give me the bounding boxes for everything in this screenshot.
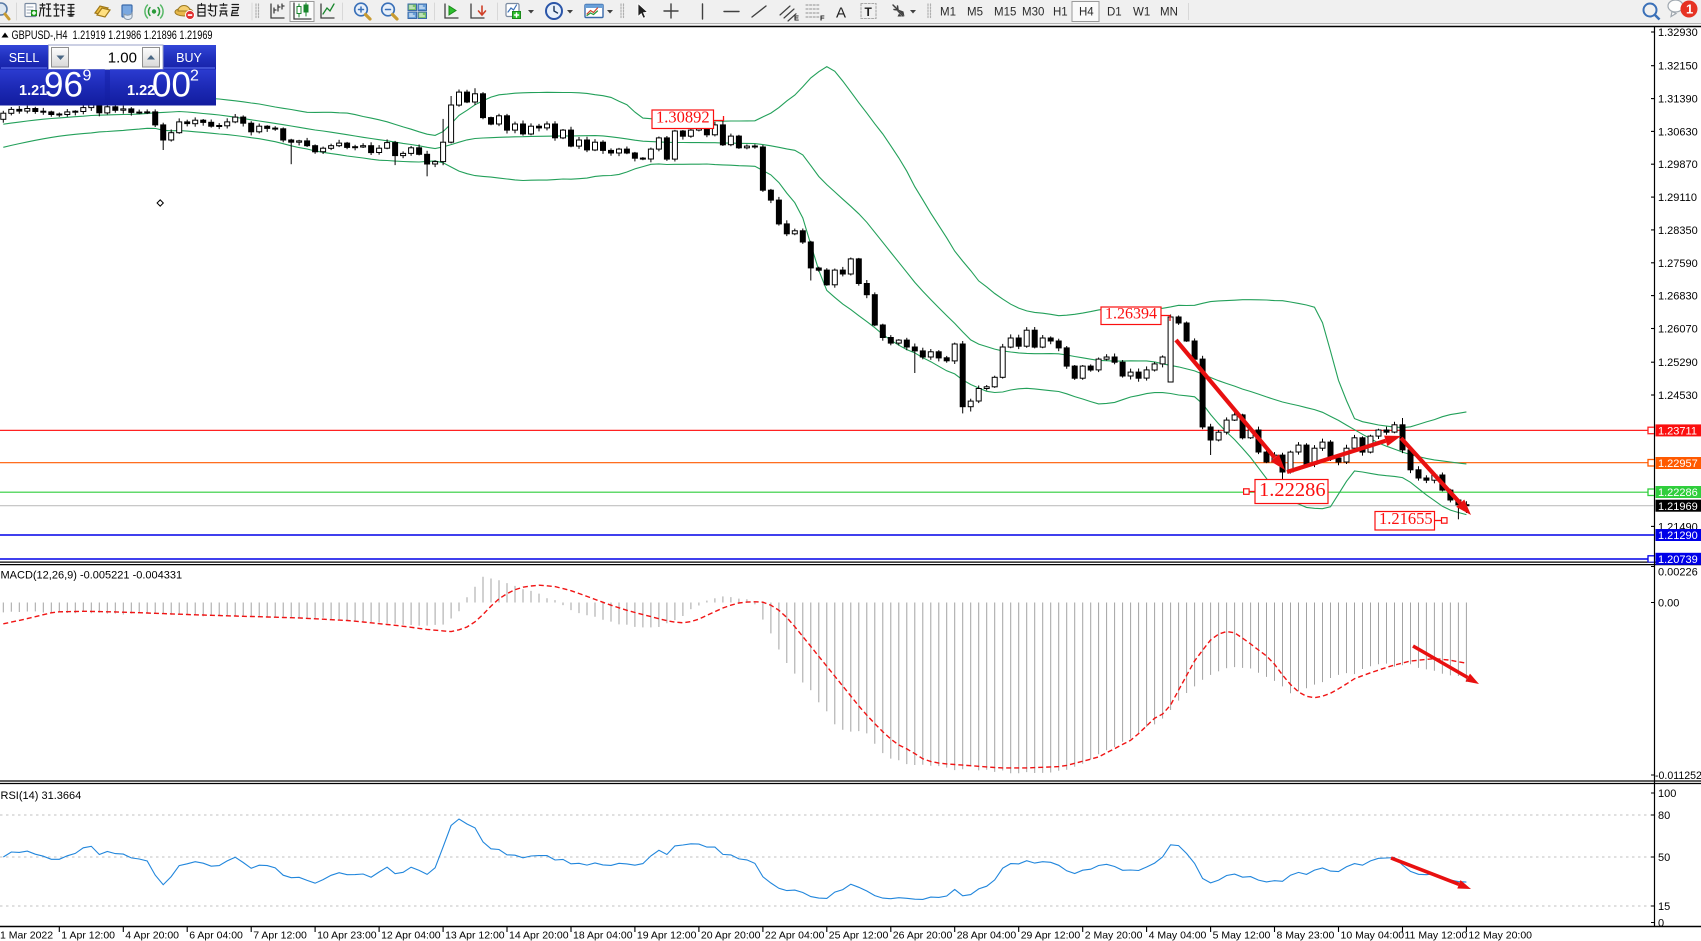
- svg-text:7 Apr 12:00: 7 Apr 12:00: [253, 930, 307, 941]
- svg-text:20 Apr 20:00: 20 Apr 20:00: [701, 930, 761, 941]
- svg-text:M15: M15: [994, 7, 1016, 19]
- svg-text:12 Apr 04:00: 12 Apr 04:00: [381, 930, 441, 941]
- svg-text:1.24530: 1.24530: [1658, 390, 1698, 402]
- svg-text:1.25290: 1.25290: [1658, 357, 1698, 369]
- svg-text:4 Apr 20:00: 4 Apr 20:00: [125, 930, 179, 941]
- svg-text:BUY: BUY: [176, 51, 202, 65]
- svg-text:H1: H1: [1053, 7, 1068, 19]
- svg-text:1.29870: 1.29870: [1658, 159, 1698, 171]
- svg-text:M1: M1: [940, 7, 956, 19]
- svg-text:F: F: [820, 14, 825, 23]
- svg-text:1.31390: 1.31390: [1658, 94, 1698, 106]
- svg-text:22 Apr 04:00: 22 Apr 04:00: [765, 930, 825, 941]
- svg-text:MN: MN: [1160, 7, 1178, 19]
- svg-text:10 May 04:00: 10 May 04:00: [1341, 930, 1405, 941]
- svg-text:1.28350: 1.28350: [1658, 225, 1698, 237]
- svg-text:0.00: 0.00: [1658, 598, 1679, 610]
- svg-text:SELL: SELL: [9, 51, 40, 65]
- svg-text:W1: W1: [1133, 7, 1150, 19]
- svg-text:1 Mar 2022: 1 Mar 2022: [0, 930, 53, 941]
- svg-text:1.21290: 1.21290: [1658, 530, 1698, 542]
- svg-text:1.22957: 1.22957: [1658, 458, 1698, 470]
- svg-text:D1: D1: [1107, 7, 1122, 19]
- svg-text:1.30892: 1.30892: [656, 107, 710, 126]
- svg-text:0: 0: [1658, 918, 1664, 930]
- svg-text:-0.011252: -0.011252: [1655, 770, 1701, 782]
- svg-text:M5: M5: [967, 7, 983, 19]
- svg-text:RSI(14) 31.3664: RSI(14) 31.3664: [1, 790, 82, 802]
- svg-text:14 Apr 20:00: 14 Apr 20:00: [509, 930, 569, 941]
- svg-text:1.22: 1.22: [127, 83, 155, 99]
- svg-text:29 Apr 12:00: 29 Apr 12:00: [1021, 930, 1081, 941]
- svg-text:50: 50: [1658, 852, 1670, 864]
- svg-text:1.23711: 1.23711: [1658, 426, 1697, 438]
- svg-text:1.21969: 1.21969: [1658, 501, 1698, 513]
- svg-text:12 May 20:00: 12 May 20:00: [1468, 930, 1532, 941]
- svg-text:1.26070: 1.26070: [1658, 324, 1698, 336]
- svg-text:H4: H4: [1079, 7, 1094, 19]
- svg-text:MACD(12,26,9) -0.005221 -0.004: MACD(12,26,9) -0.005221 -0.004331: [1, 570, 183, 582]
- svg-text:10 Apr 23:00: 10 Apr 23:00: [317, 930, 377, 941]
- svg-text:1.21: 1.21: [19, 83, 47, 99]
- svg-text:2: 2: [190, 68, 199, 85]
- svg-text:9: 9: [83, 68, 92, 85]
- svg-text:1.22286: 1.22286: [1259, 479, 1326, 501]
- svg-text:1.00: 1.00: [108, 50, 137, 67]
- svg-text:T: T: [865, 5, 873, 19]
- svg-text:1.26830: 1.26830: [1658, 291, 1698, 303]
- svg-text:A: A: [836, 5, 846, 22]
- svg-text:GBPUSD-,H4 1.21919 1.21986 1.: GBPUSD-,H4 1.21919 1.21986 1.21896 1.219…: [12, 28, 213, 42]
- svg-text:8 May 23:00: 8 May 23:00: [1277, 930, 1335, 941]
- svg-text:1: 1: [1686, 2, 1693, 17]
- svg-text:1.22286: 1.22286: [1658, 487, 1698, 499]
- svg-text:15: 15: [1658, 901, 1670, 913]
- svg-text:100: 100: [1658, 788, 1676, 800]
- svg-text:80: 80: [1658, 810, 1670, 822]
- svg-text:96: 96: [44, 66, 83, 105]
- svg-text:1.30630: 1.30630: [1658, 126, 1698, 138]
- svg-text:4 May 04:00: 4 May 04:00: [1149, 930, 1207, 941]
- svg-text:5 May 12:00: 5 May 12:00: [1213, 930, 1271, 941]
- svg-text:6 Apr 04:00: 6 Apr 04:00: [189, 930, 243, 941]
- svg-text:0.00226: 0.00226: [1658, 567, 1698, 579]
- svg-text:1.32150: 1.32150: [1658, 61, 1698, 73]
- svg-text:2 May 20:00: 2 May 20:00: [1085, 930, 1143, 941]
- svg-text:1 Apr 12:00: 1 Apr 12:00: [61, 930, 115, 941]
- svg-text:1.32930: 1.32930: [1658, 27, 1698, 39]
- svg-text:18 Apr 04:00: 18 Apr 04:00: [573, 930, 633, 941]
- svg-text:00: 00: [152, 66, 191, 105]
- svg-text:26 Apr 20:00: 26 Apr 20:00: [893, 930, 953, 941]
- svg-text:1.21655: 1.21655: [1379, 509, 1433, 528]
- svg-text:11 May 12:00: 11 May 12:00: [1405, 930, 1468, 941]
- svg-text:E: E: [794, 14, 799, 23]
- svg-text:1.29110: 1.29110: [1658, 192, 1697, 204]
- svg-text:1.27590: 1.27590: [1658, 258, 1698, 270]
- svg-text:25 Apr 12:00: 25 Apr 12:00: [829, 930, 889, 941]
- svg-text:19 Apr 12:00: 19 Apr 12:00: [637, 930, 697, 941]
- svg-text:28 Apr 04:00: 28 Apr 04:00: [957, 930, 1017, 941]
- svg-text:1.20739: 1.20739: [1658, 554, 1698, 566]
- svg-text:1.26394: 1.26394: [1105, 306, 1157, 323]
- svg-text:M30: M30: [1022, 7, 1044, 19]
- svg-text:13 Apr 12:00: 13 Apr 12:00: [445, 930, 505, 941]
